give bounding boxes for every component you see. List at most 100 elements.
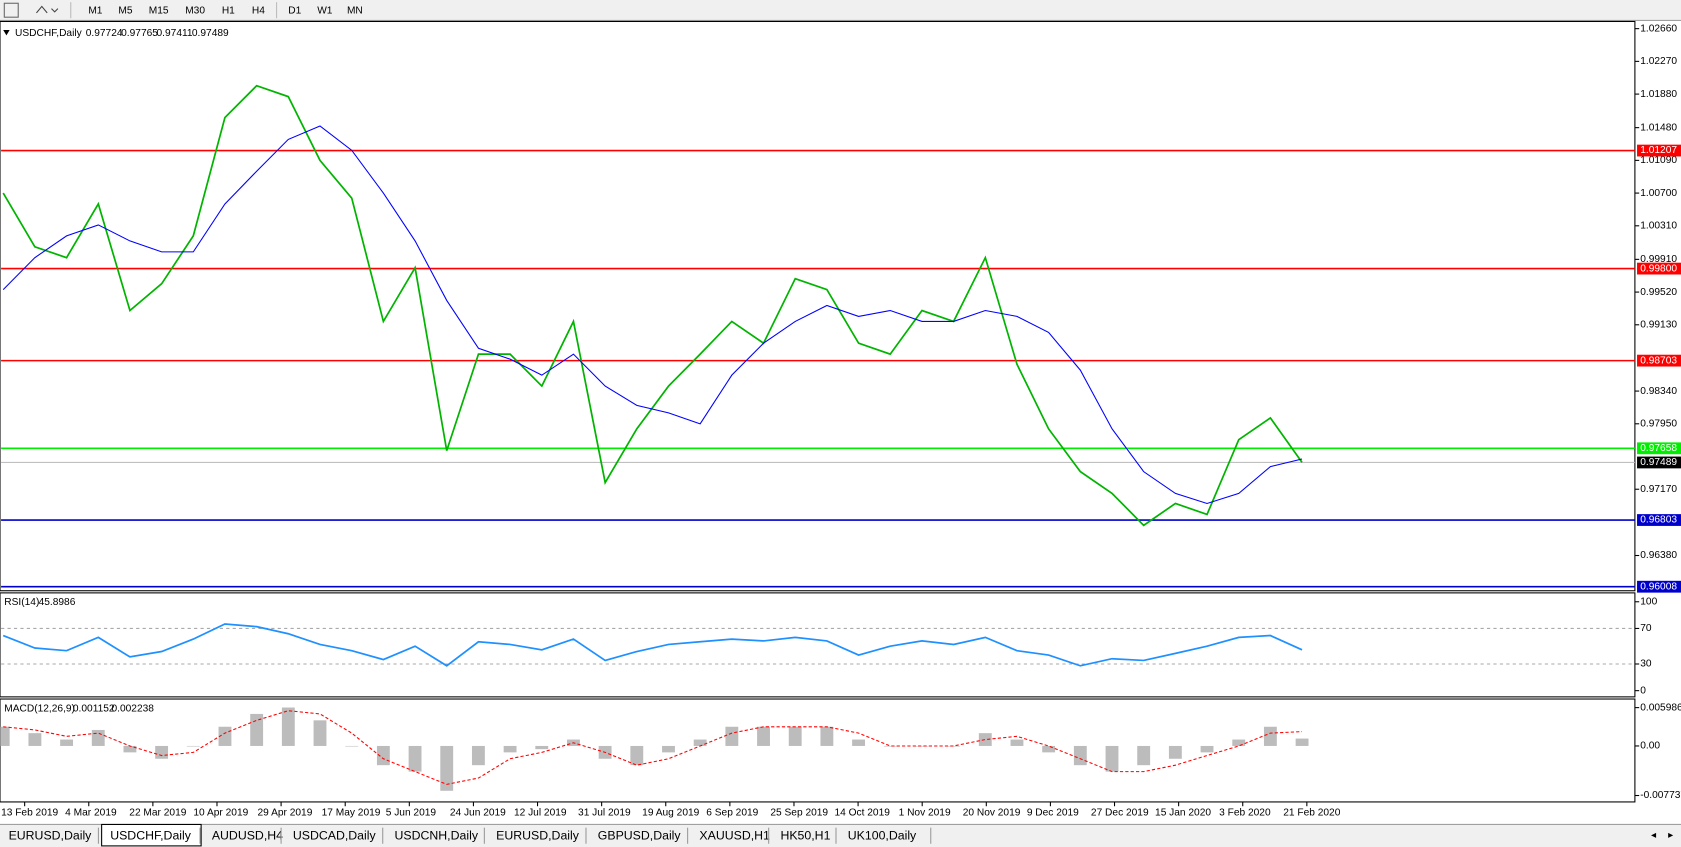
- tab-scroll-left[interactable]: ◂: [1651, 830, 1657, 841]
- tab[interactable]: HK50,H1: [780, 827, 837, 844]
- tab[interactable]: USDCHF,Daily: [101, 823, 202, 847]
- histogram-bar: [1073, 745, 1087, 766]
- tab-label: USDCAD,Daily: [293, 828, 377, 842]
- histogram-bar: [91, 729, 105, 746]
- signal-line: [3, 710, 1303, 785]
- timeframe-label: M15: [149, 5, 169, 16]
- y-tick-label: 0.005986: [1640, 702, 1681, 713]
- x-tick-label: 24 Jun 2019: [450, 807, 506, 818]
- level-label: 0.98703: [1640, 355, 1677, 366]
- histogram-bar: [725, 726, 739, 746]
- timeframe-button[interactable]: [214, 2, 243, 19]
- timeframe-button[interactable]: [244, 2, 273, 19]
- ohlc-value: 0.97765: [121, 28, 158, 39]
- x-tick-label: 22 Mar 2019: [129, 807, 186, 818]
- histogram-bar: [345, 745, 359, 747]
- tools-icon[interactable]: [36, 5, 59, 14]
- y-tick-label: 0.98340: [1640, 386, 1677, 397]
- x-tick-label: 4 Mar 2019: [65, 807, 117, 818]
- histogram-bar: [1042, 745, 1056, 753]
- tab[interactable]: AUDUSD,H4: [212, 827, 283, 844]
- histogram-bar: [947, 745, 961, 747]
- timeframe-button[interactable]: [177, 2, 213, 19]
- timeframe-button[interactable]: [280, 2, 309, 19]
- tab-label: EURUSD,Daily: [496, 828, 580, 842]
- timeframe-label: M30: [185, 5, 205, 16]
- collapse-icon[interactable]: [3, 30, 10, 36]
- histogram-bar: [1137, 745, 1151, 766]
- tab[interactable]: XAUUSD,H1: [699, 827, 770, 844]
- x-tick-label: 5 Jun 2019: [386, 807, 437, 818]
- tab-label: AUDUSD,H4: [212, 828, 283, 842]
- tab[interactable]: USDCNH,Daily: [395, 827, 485, 844]
- level-label: 0.96008: [1640, 581, 1677, 592]
- tab[interactable]: EURUSD,Daily: [496, 827, 587, 844]
- histogram-bar: [820, 726, 834, 746]
- tab[interactable]: USDCAD,Daily: [293, 827, 384, 844]
- histogram-bar: [60, 739, 74, 746]
- tab[interactable]: EURUSD,Daily: [9, 827, 99, 844]
- y-tick-label: 1.01480: [1640, 122, 1677, 133]
- indicator-value: 45.8986: [39, 597, 76, 608]
- timeframe-button[interactable]: [111, 2, 140, 19]
- tab-scroll-right[interactable]: ▸: [1668, 830, 1674, 841]
- timeframe-button[interactable]: [340, 2, 369, 19]
- series-line: [2, 125, 1303, 505]
- level-tag: [1637, 262, 1681, 275]
- timeframe-button[interactable]: [81, 2, 110, 19]
- series-line: [2, 623, 1303, 667]
- level-label: 0.99800: [1640, 263, 1677, 274]
- tab-label: UK100,Daily: [848, 828, 917, 842]
- histogram-bar: [852, 739, 865, 746]
- tab[interactable]: UK100,Daily: [848, 827, 932, 844]
- level-tag: [1637, 514, 1681, 526]
- histogram-bar: [186, 745, 200, 747]
- level-tag: [1637, 442, 1681, 455]
- y-tick-label: 70: [1640, 623, 1652, 634]
- x-tick-label: 25 Sep 2019: [770, 807, 828, 818]
- y-tick-label: 1.02270: [1640, 56, 1677, 67]
- tab[interactable]: GBPUSD,Daily: [598, 827, 689, 844]
- chart-title: USDCHF,Daily: [15, 28, 83, 39]
- x-tick-label: 29 Apr 2019: [258, 807, 313, 818]
- y-tick-label: 0.99910: [1640, 254, 1677, 265]
- level-label: 1.01207: [1640, 145, 1677, 156]
- x-tick-label: 9 Dec 2019: [1027, 807, 1079, 818]
- y-tick-label: 1.02660: [1640, 23, 1677, 34]
- text-tool-icon[interactable]: [3, 2, 19, 18]
- x-tick-label: 1 Nov 2019: [899, 807, 951, 818]
- y-tick-label: -0.007737: [1640, 790, 1681, 801]
- x-tick-label: 6 Sep 2019: [706, 807, 758, 818]
- histogram-bar: [757, 726, 770, 746]
- tab-bar: [0, 824, 1681, 847]
- rsi-panel: [0, 592, 1636, 698]
- macd-panel: [0, 698, 1636, 803]
- timeframe-button[interactable]: [141, 2, 176, 19]
- histogram-bar: [535, 745, 549, 750]
- histogram-bar: [408, 745, 422, 772]
- x-tick-label: 27 Dec 2019: [1091, 807, 1149, 818]
- current-price-label: 0.97489: [1640, 457, 1677, 468]
- ohlc-value: 0.97411: [157, 28, 193, 39]
- x-tick-label: 3 Feb 2020: [1219, 807, 1271, 818]
- x-tick-label: 14 Oct 2019: [834, 807, 890, 818]
- histogram-bar: [218, 726, 232, 746]
- y-tick-label: 0.00: [1640, 741, 1660, 752]
- indicator-title: RSI(14): [4, 597, 39, 608]
- histogram-bar: [28, 733, 42, 746]
- histogram-bar: [1168, 745, 1182, 759]
- histogram-bar: [1200, 745, 1214, 753]
- x-tick-label: 20 Nov 2019: [963, 807, 1021, 818]
- timeframe-button[interactable]: [310, 2, 339, 19]
- y-tick-label: 0.99130: [1640, 319, 1677, 330]
- timeframe-label: W1: [317, 5, 333, 16]
- y-tick-label: 100: [1640, 596, 1657, 607]
- histogram-bar: [313, 720, 327, 746]
- y-tick-label: 30: [1640, 659, 1652, 670]
- histogram-bar: [1232, 739, 1246, 746]
- histogram-bar: [503, 745, 517, 753]
- histogram-bar: [123, 745, 137, 753]
- ohlc-value: 0.97489: [192, 28, 229, 39]
